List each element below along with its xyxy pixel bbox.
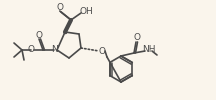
Text: O: O: [36, 30, 43, 40]
Text: N: N: [51, 46, 57, 54]
Text: OH: OH: [79, 6, 93, 16]
Text: NH: NH: [142, 46, 156, 54]
Text: O: O: [57, 2, 64, 12]
Text: O: O: [98, 46, 105, 56]
Text: O: O: [133, 34, 140, 42]
Text: O: O: [27, 46, 35, 54]
